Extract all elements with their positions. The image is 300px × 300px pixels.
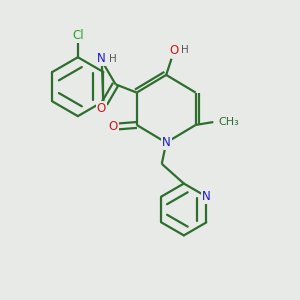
Text: H: H bbox=[181, 46, 189, 56]
Text: N: N bbox=[162, 136, 171, 149]
Text: O: O bbox=[109, 120, 118, 133]
Text: O: O bbox=[170, 44, 179, 57]
Text: O: O bbox=[97, 102, 106, 115]
Text: N: N bbox=[97, 52, 106, 65]
Text: CH₃: CH₃ bbox=[218, 117, 239, 127]
Text: H: H bbox=[109, 54, 116, 64]
Text: Cl: Cl bbox=[72, 29, 84, 42]
Text: N: N bbox=[202, 190, 211, 203]
